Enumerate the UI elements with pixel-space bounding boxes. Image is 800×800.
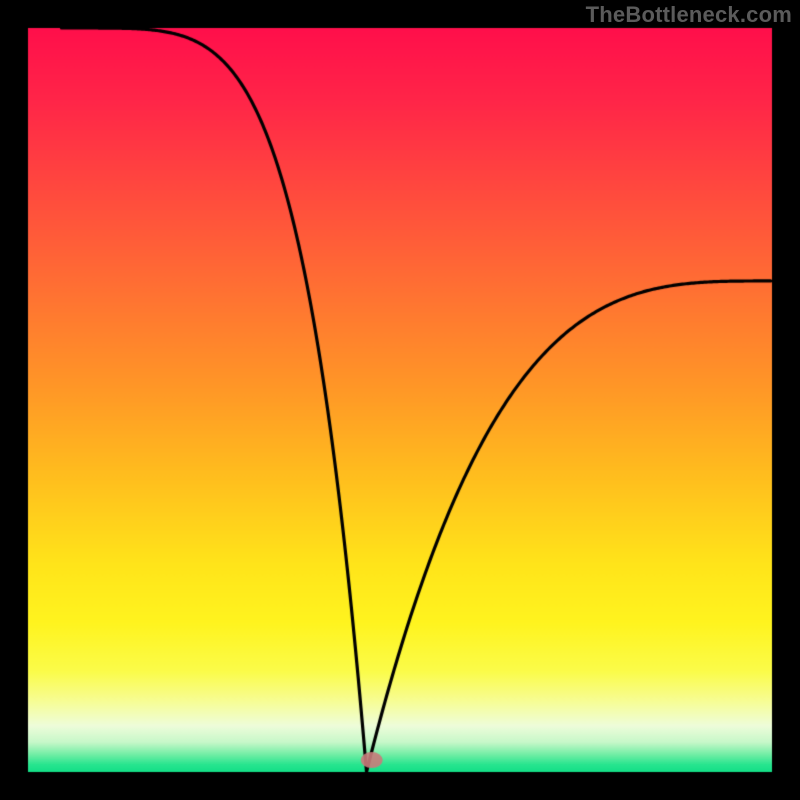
bottleneck-chart — [0, 0, 800, 800]
watermark-text: TheBottleneck.com — [586, 2, 792, 28]
